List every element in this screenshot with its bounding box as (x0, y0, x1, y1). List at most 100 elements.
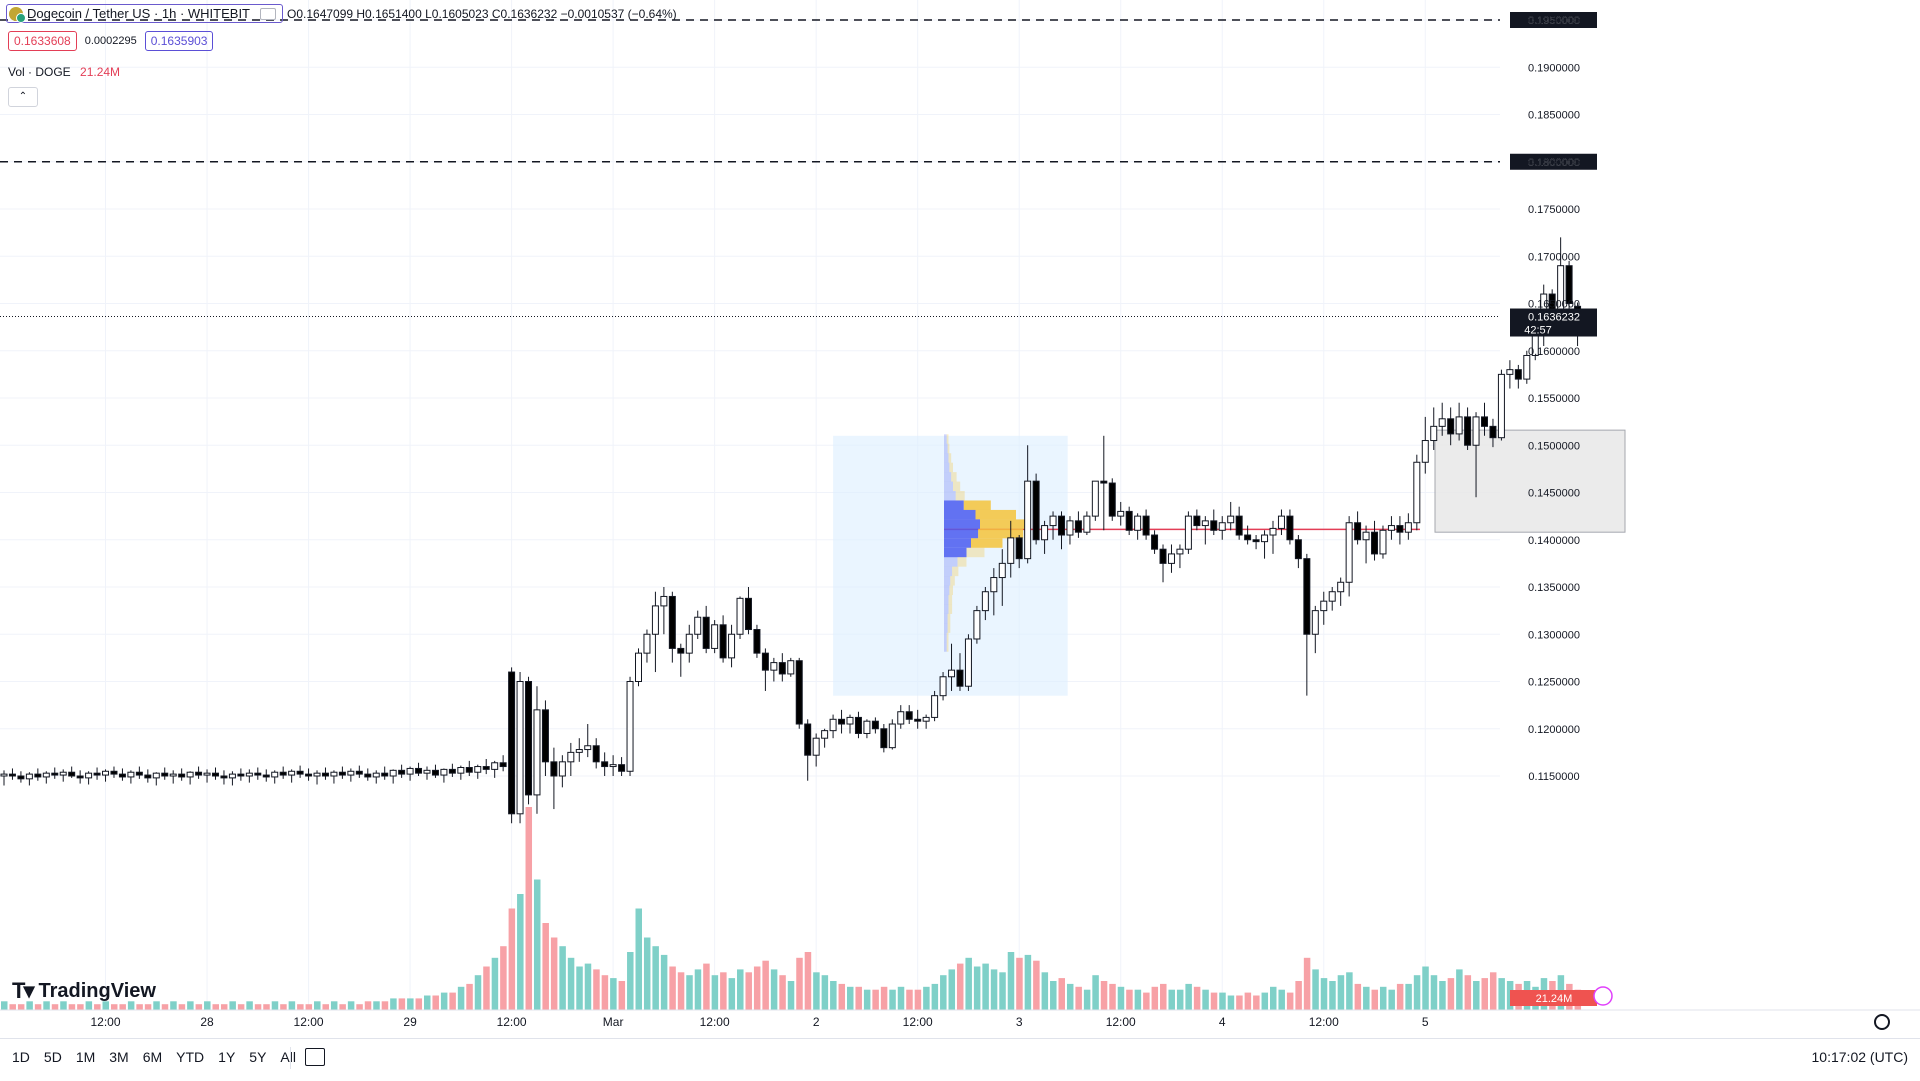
volume-bar (1346, 972, 1353, 1010)
profile-sell-bar (952, 566, 959, 577)
calendar-goto-icon[interactable] (305, 1048, 325, 1066)
range-ytd-button[interactable]: YTD (176, 1049, 205, 1065)
bid-price-button[interactable]: 0.1633608 (8, 31, 77, 51)
volume-bar (1151, 986, 1159, 1010)
gear-icon[interactable] (1874, 1014, 1890, 1030)
consolidation-range-box (833, 435, 1068, 696)
range-3m-button[interactable]: 3M (109, 1049, 129, 1065)
candle-body (372, 772, 380, 778)
volume-bar (1473, 981, 1480, 1010)
volume-bar (1286, 992, 1294, 1010)
volume-bar (1143, 992, 1150, 1010)
x-tick-label: 5 (1422, 1015, 1429, 1029)
volume-bar (686, 975, 693, 1010)
volume-bar (533, 879, 541, 1010)
candle-body (1387, 525, 1395, 531)
volume-bar (652, 946, 659, 1010)
axes: 0.1950000 0.1900000 0.1850000 0.1800000 0.17… (0, 15, 1920, 1029)
y-tick-label: 0.1750000 (1528, 204, 1580, 216)
candle-body (423, 769, 431, 774)
candle-body (1184, 515, 1192, 550)
volume-bar (737, 969, 744, 1010)
candle-body (914, 718, 922, 722)
volume-bar (1270, 986, 1277, 1010)
profile-buy-bar (944, 585, 950, 596)
volume-bar (931, 983, 939, 1010)
utc-clock[interactable]: 10:17:02 (UTC) (1811, 1049, 1908, 1065)
volume-bar (220, 1004, 228, 1010)
candle-body (1218, 522, 1226, 531)
volume-value: 21.24M (80, 65, 121, 79)
candle-body (8, 773, 16, 777)
candle-body (575, 749, 583, 753)
candle-body (829, 718, 837, 732)
visibility-icon[interactable] (260, 7, 276, 20)
candle-body (558, 761, 566, 777)
candle-body (178, 773, 186, 778)
range-5d-button[interactable]: 5D (43, 1049, 62, 1065)
symbol-box[interactable]: Dogecoin / Tether US · 1h · WHITEBIT (6, 4, 283, 23)
range-1m-button[interactable]: 1M (75, 1049, 96, 1065)
candle-body (1100, 480, 1108, 484)
tradingview-logo[interactable]: T▾ TradingView (12, 978, 156, 1003)
range-1d-button[interactable]: 1D (12, 1049, 30, 1065)
x-tick-label: Mar (603, 1015, 624, 1029)
x-tick-label: 12:00 (91, 1015, 121, 1029)
candle-body (1024, 480, 1032, 560)
volume-bar (1253, 995, 1260, 1010)
candle-body (1117, 510, 1125, 517)
profile-buy-bar (944, 642, 947, 652)
candle-body (1201, 520, 1209, 527)
range-1y-button[interactable]: 1Y (218, 1049, 236, 1065)
candle-body (804, 723, 812, 756)
candle-body (584, 745, 592, 751)
candle-body (440, 768, 448, 776)
candle-body (491, 762, 499, 770)
candle-body (1455, 416, 1463, 435)
x-tick-label: 3 (1016, 1015, 1023, 1029)
volume-bar (305, 1004, 313, 1010)
candle-body (635, 652, 642, 683)
profile-sell-bar (980, 519, 1030, 529)
volume-bar (1100, 981, 1108, 1010)
candle-body (195, 771, 203, 776)
volume-bar (1489, 972, 1497, 1010)
profile-buy-bar (944, 434, 947, 444)
profile-buy-bar (944, 500, 964, 510)
candle-body (812, 737, 820, 756)
profile-buy-bar (944, 538, 971, 548)
volume-bar (246, 1001, 253, 1010)
volume-bar (779, 975, 786, 1010)
volume-bar (1422, 966, 1429, 1010)
bottom-toolbar: 1D 5D 1M 3M 6M YTD 1Y 5Y All 10:17:02 (U… (0, 1038, 1920, 1081)
spread-value: 0.0002295 (84, 35, 137, 47)
volume-bar (923, 986, 930, 1010)
collapse-legend-button[interactable]: ⌃ (8, 87, 38, 107)
volume-bar (1261, 992, 1269, 1010)
candle-body (1041, 525, 1049, 541)
volume-bar (364, 1001, 372, 1010)
ask-price-button[interactable]: 0.1635903 (144, 31, 214, 51)
candle-body (448, 768, 456, 774)
range-all-button[interactable]: All (280, 1049, 296, 1065)
profile-buy-bar (944, 623, 948, 633)
volume-bar (787, 981, 795, 1010)
candle-body (305, 773, 313, 777)
candle-body (144, 774, 152, 779)
candle-body (1413, 461, 1421, 524)
candle-body (1506, 369, 1514, 375)
candle-body (863, 720, 871, 734)
volume-bar (339, 1004, 346, 1010)
candle-body (474, 766, 482, 773)
volume-bar (1379, 986, 1387, 1010)
candle-body (76, 775, 84, 779)
volume-tag (1510, 990, 1597, 1006)
range-5y-button[interactable]: 5Y (249, 1049, 267, 1065)
volume-bar (322, 1004, 329, 1010)
candle-body (973, 610, 981, 640)
range-6m-button[interactable]: 6M (142, 1049, 163, 1065)
y-tick-label: 0.1500000 (1528, 440, 1580, 452)
volume-bar (1481, 978, 1488, 1010)
volume-bar (330, 1001, 338, 1010)
